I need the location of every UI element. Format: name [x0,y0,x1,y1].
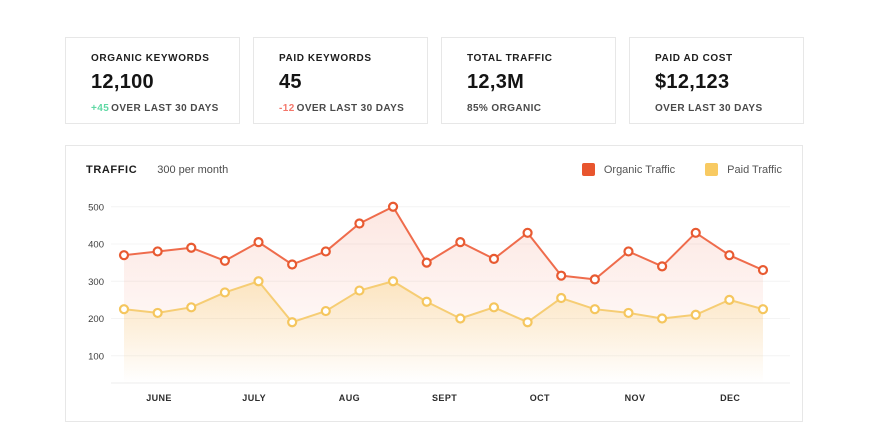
card-value: 12,100 [91,71,154,93]
delta-badge: -12 [279,103,295,114]
x-axis-labels: JUNE JULY AUG SEPT OCT NOV DEC [146,393,740,403]
chart-title: TRAFFIC [86,163,138,176]
card-label: ORGANIC KEYWORDS [91,53,210,64]
card-organic-keywords: ORGANIC KEYWORDS 12,100 +45 OVER LAST 30 … [65,37,240,124]
paid-area [124,281,763,383]
svg-text:SEPT: SEPT [432,393,457,403]
card-label: TOTAL TRAFFIC [467,53,553,64]
card-value: 12,3M [467,71,525,93]
svg-text:NOV: NOV [625,393,646,403]
card-value: 45 [279,71,302,93]
delta-badge: +45 [91,103,110,114]
card-paid-keywords: PAID KEYWORDS 45 -12 OVER LAST 30 DAYS [253,37,428,124]
card-note-text: OVER LAST 30 DAYS [655,103,763,114]
chart-subtitle: 300 per month [157,163,229,176]
svg-text:OCT: OCT [530,393,550,403]
paid-line [123,280,764,324]
card-note-text: OVER LAST 30 DAYS [111,103,219,114]
legend-item-paid-traffic[interactable]: Paid Traffic [705,163,782,176]
svg-text:500: 500 [88,202,104,213]
organic-traffic-swatch-icon [581,163,595,176]
svg-text:DEC: DEC [720,393,740,403]
stat-cards-row: ORGANIC KEYWORDS 12,100 +45 OVER LAST 30 … [65,37,804,124]
card-note-text: 85% ORGANIC [467,103,542,114]
svg-text:400: 400 [88,240,104,251]
legend-label: Paid Traffic [727,163,782,176]
card-note: 85% ORGANIC [467,103,605,114]
svg-text:JUNE: JUNE [146,393,172,403]
paid-traffic-swatch-icon [705,163,719,176]
card-note: OVER LAST 30 DAYS [655,103,793,114]
card-label: PAID AD COST [655,53,733,64]
svg-text:AUG: AUG [339,393,360,403]
card-value: $12,123 [655,71,730,93]
svg-text:200: 200 [88,314,104,325]
card-total-traffic: TOTAL TRAFFIC 12,3M 85% ORGANIC [441,37,616,124]
svg-text:JULY: JULY [242,393,266,403]
legend-item-organic-traffic[interactable]: Organic Traffic [581,163,676,176]
card-note: -12 OVER LAST 30 DAYS [279,103,417,114]
traffic-chart-panel: TRAFFIC 300 per month Organic Traffic Pa… [65,145,803,422]
card-note-text: OVER LAST 30 DAYS [296,103,405,114]
paid-markers [118,276,769,328]
card-label: PAID KEYWORDS [279,53,372,64]
svg-text:300: 300 [88,277,104,288]
organic-line [123,205,764,281]
card-note: +45 OVER LAST 30 DAYS [91,103,229,114]
chart-area: 100 200 300 400 500 JUNE JULY AUG SEPT OCT NOV DEC [66,196,802,421]
y-axis-labels: 100 200 300 400 500 [88,202,104,362]
organic-markers [118,201,769,285]
chart-legend: Organic Traffic Paid Traffic [581,163,782,176]
card-paid-ad-cost: PAID AD COST $12,123 OVER LAST 30 DAYS [629,37,804,124]
traffic-area-chart: 100 200 300 400 500 JUNE JULY AUG SEPT OCT NOV DEC [88,201,790,403]
chart-header: TRAFFIC 300 per month Organic Traffic Pa… [66,146,802,176]
svg-text:100: 100 [88,351,104,362]
legend-label: Organic Traffic [603,163,676,176]
